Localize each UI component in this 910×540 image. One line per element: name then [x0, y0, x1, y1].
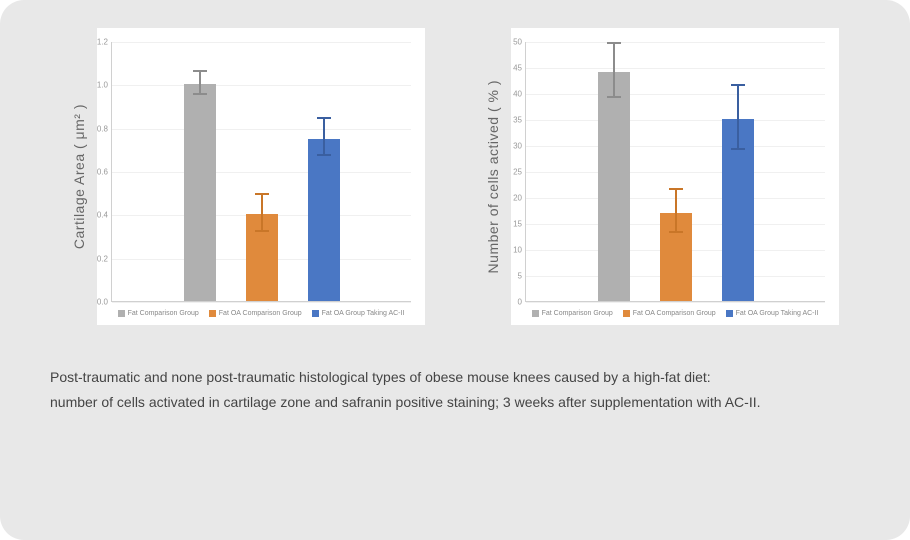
- bar-slot: [660, 213, 692, 301]
- ytick-label: 40: [513, 90, 526, 99]
- bar-slot: [246, 214, 278, 301]
- legend-swatch: [532, 310, 539, 317]
- bars-group: [112, 84, 411, 301]
- legend-item-fat_oa_ac: Fat OA Group Taking AC-II: [726, 310, 819, 317]
- bars-group: [526, 72, 825, 301]
- error-bar: [317, 117, 331, 156]
- error-bar: [607, 42, 621, 98]
- legend-label: Fat Comparison Group: [128, 310, 199, 317]
- ytick-label: 5: [518, 272, 526, 281]
- caption-line-2: number of cells activated in cartilage z…: [50, 394, 761, 410]
- ytick-label: 0.6: [97, 168, 112, 177]
- bar-fat_comp: [598, 72, 630, 301]
- right-chart-wrap: Number of cells actived ( % ) 0510152025…: [485, 28, 839, 325]
- ytick-label: 35: [513, 116, 526, 125]
- ytick-label: 20: [513, 194, 526, 203]
- left-chart-wrap: Cartilage Area ( μm² ) 0.00.20.40.60.81.…: [71, 28, 425, 325]
- ytick-label: 1.0: [97, 81, 112, 90]
- legend-swatch: [118, 310, 125, 317]
- legend-label: Fat OA Comparison Group: [633, 310, 716, 317]
- legend-item-fat_oa_comp: Fat OA Comparison Group: [209, 310, 302, 317]
- ytick-label: 30: [513, 142, 526, 151]
- ytick-label: 0.8: [97, 124, 112, 133]
- ytick-label: 45: [513, 64, 526, 73]
- legend-swatch: [623, 310, 630, 317]
- figure-caption: Post-traumatic and none post-traumatic h…: [50, 365, 860, 415]
- right-ylabel: Number of cells actived ( % ): [485, 80, 501, 273]
- legend-label: Fat OA Group Taking AC-II: [736, 310, 819, 317]
- right-plot-area: 05101520253035404550: [525, 42, 825, 302]
- ytick-label: 0.4: [97, 211, 112, 220]
- bar-slot: [722, 119, 754, 301]
- ytick-label: 0.0: [97, 298, 112, 307]
- ytick-label: 50: [513, 38, 526, 47]
- ytick-label: 0.2: [97, 254, 112, 263]
- legend-label: Fat Comparison Group: [542, 310, 613, 317]
- left-legend: Fat Comparison Group Fat OA Comparison Gr…: [111, 310, 411, 317]
- ytick-label: 15: [513, 220, 526, 229]
- left-plot-area: 0.00.20.40.60.81.01.2: [111, 42, 411, 302]
- error-bar: [731, 84, 745, 150]
- ytick-label: 10: [513, 246, 526, 255]
- ytick-label: 0: [518, 298, 526, 307]
- caption-line-1: Post-traumatic and none post-traumatic h…: [50, 369, 711, 385]
- bar-fat_oa_ac: [308, 139, 340, 302]
- legend-item-fat_comp: Fat Comparison Group: [118, 310, 199, 317]
- grid-line: [526, 302, 825, 303]
- grid-line: [526, 68, 825, 69]
- bar-slot: [184, 84, 216, 301]
- error-bar: [255, 193, 269, 232]
- grid-line: [112, 42, 411, 43]
- bar-slot: [308, 139, 340, 302]
- bar-fat_comp: [184, 84, 216, 301]
- left-ylabel: Cartilage Area ( μm² ): [71, 104, 87, 249]
- legend-swatch: [312, 310, 319, 317]
- legend-swatch: [726, 310, 733, 317]
- legend-label: Fat OA Comparison Group: [219, 310, 302, 317]
- ytick-label: 1.2: [97, 38, 112, 47]
- legend-item-fat_oa_comp: Fat OA Comparison Group: [623, 310, 716, 317]
- grid-line: [112, 302, 411, 303]
- legend-item-fat_oa_ac: Fat OA Group Taking AC-II: [312, 310, 405, 317]
- legend-item-fat_comp: Fat Comparison Group: [532, 310, 613, 317]
- legend-label: Fat OA Group Taking AC-II: [322, 310, 405, 317]
- right-chart-panel: 05101520253035404550 Fat Comparison Grou…: [511, 28, 839, 325]
- right-legend: Fat Comparison Group Fat OA Comparison Gr…: [525, 310, 825, 317]
- error-bar: [193, 70, 207, 96]
- left-chart-panel: 0.00.20.40.60.81.01.2 Fat Comparison Gro…: [97, 28, 425, 325]
- charts-row: Cartilage Area ( μm² ) 0.00.20.40.60.81.…: [30, 28, 880, 325]
- bar-slot: [598, 72, 630, 301]
- legend-swatch: [209, 310, 216, 317]
- figure-card: Cartilage Area ( μm² ) 0.00.20.40.60.81.…: [0, 0, 910, 540]
- grid-line: [526, 42, 825, 43]
- error-bar: [669, 188, 683, 234]
- ytick-label: 25: [513, 168, 526, 177]
